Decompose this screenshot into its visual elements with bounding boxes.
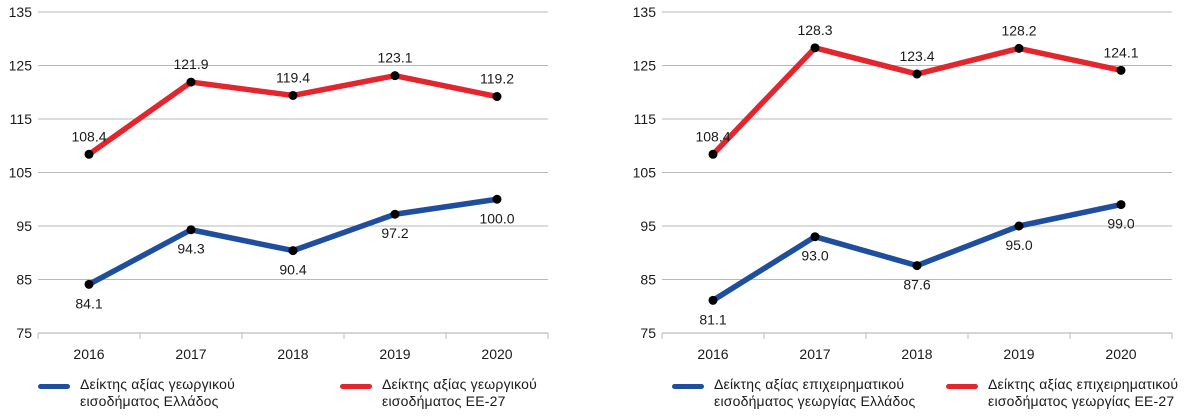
data-point	[84, 149, 94, 159]
x-tick-label: 2016	[697, 346, 728, 360]
legend-label: Δείκτης αξίας γεωργικού εισοδήματος Ελλά…	[80, 376, 235, 410]
legend-swatch-eu27	[340, 384, 372, 389]
x-tick-label: 2019	[379, 346, 410, 360]
data-point	[390, 209, 400, 219]
data-point	[1116, 65, 1126, 75]
legend-line: εισοδήματος Ελλάδος	[80, 393, 219, 409]
y-tick-label: 125	[633, 58, 657, 74]
legend-label: Δείκτης αξίας επιχειρηματικού εισοδήματο…	[714, 376, 915, 410]
data-label: 108.4	[71, 128, 106, 144]
legend-label: Δείκτης αξίας γεωργικού εισοδήματος ΕΕ-2…	[382, 376, 537, 410]
y-tick-label: 125	[9, 58, 33, 74]
data-label: 108.4	[695, 128, 730, 144]
data-label: 95.0	[1005, 237, 1032, 253]
data-label: 97.2	[381, 225, 408, 241]
data-label: 123.4	[899, 48, 934, 64]
y-tick-label: 135	[9, 4, 33, 20]
y-tick-label: 115	[10, 111, 33, 127]
data-point	[492, 194, 502, 204]
legend-line: εισοδήματος γεωργίας ΕΕ-27	[988, 393, 1175, 409]
legend-line: εισοδήματος γεωργίας Ελλάδος	[714, 393, 916, 409]
data-point	[1014, 43, 1024, 53]
data-label: 90.4	[279, 262, 306, 278]
data-label: 94.3	[177, 241, 204, 257]
data-point	[708, 149, 718, 159]
data-point	[810, 232, 820, 242]
data-label: 100.0	[479, 210, 514, 226]
y-tick-label: 105	[9, 165, 33, 181]
legend-item-eu27-agricultural: Δείκτης αξίας γεωργικού εισοδήματος ΕΕ-2…	[340, 376, 537, 410]
y-tick-label: 85	[640, 272, 656, 288]
data-point	[288, 246, 298, 256]
legend-line: Δείκτης αξίας επιχειρηματικού	[714, 376, 905, 392]
legend-label: Δείκτης αξίας επιχειρηματικού εισοδήματο…	[988, 376, 1178, 410]
legend-line: Δείκτης αξίας γεωργικού	[382, 376, 537, 392]
y-tick-label: 75	[640, 325, 656, 341]
data-point	[708, 295, 718, 305]
legend-line: Δείκτης αξίας επιχειρηματικού	[988, 376, 1179, 392]
data-label: 124.1	[1103, 44, 1138, 60]
data-label: 87.6	[903, 277, 930, 293]
data-label: 93.0	[801, 248, 828, 264]
x-tick-label: 2018	[901, 346, 932, 360]
legend-item-greece-entrepreneurial: Δείκτης αξίας επιχειρηματικού εισοδήματο…	[672, 376, 915, 410]
data-point	[1116, 200, 1126, 210]
data-point	[810, 43, 820, 53]
x-tick-label: 2020	[481, 346, 512, 360]
legend-item-eu27-entrepreneurial: Δείκτης αξίας επιχειρηματικού εισοδήματο…	[946, 376, 1178, 410]
x-tick-label: 2017	[175, 346, 206, 360]
data-point	[912, 69, 922, 79]
data-point	[288, 90, 298, 100]
legend-line: εισοδήματος ΕΕ-27	[382, 393, 506, 409]
x-tick-label: 2019	[1003, 346, 1034, 360]
x-tick-label: 2018	[277, 346, 308, 360]
legend-line: Δείκτης αξίας γεωργικού	[80, 376, 235, 392]
y-tick-label: 95	[640, 218, 656, 234]
series-line-eu27	[86, 72, 500, 158]
y-tick-label: 75	[16, 325, 32, 341]
y-tick-label: 105	[633, 165, 657, 181]
data-point	[912, 261, 922, 271]
data-label: 84.1	[75, 295, 102, 311]
data-point	[84, 279, 94, 289]
legend-swatch-eu27	[946, 384, 978, 389]
data-label: 119.4	[276, 69, 310, 85]
x-tick-label: 2020	[1105, 346, 1136, 360]
data-point	[186, 225, 196, 235]
data-point	[186, 77, 196, 87]
y-tick-label: 85	[16, 272, 32, 288]
y-tick-label: 95	[16, 218, 32, 234]
data-point	[390, 71, 400, 81]
data-point	[492, 92, 502, 102]
legend-swatch-greece	[672, 384, 704, 389]
data-label: 128.3	[797, 22, 832, 38]
data-label: 99.0	[1107, 216, 1134, 232]
data-label: 121.9	[173, 56, 208, 72]
x-tick-label: 2017	[799, 346, 830, 360]
x-tick-label: 2016	[73, 346, 104, 360]
legend-swatch-greece	[38, 384, 70, 389]
data-label: 128.2	[1001, 22, 1036, 38]
data-label: 123.1	[377, 50, 412, 66]
y-tick-label: 115	[634, 111, 657, 127]
data-label: 81.1	[699, 311, 726, 327]
y-tick-label: 135	[633, 4, 657, 20]
legend-item-greece-agricultural: Δείκτης αξίας γεωργικού εισοδήματος Ελλά…	[38, 376, 235, 410]
data-point	[1014, 221, 1024, 231]
chart-agricultural-income: 75 85 95 105 115 125 135 2016 2017 2018 2019 2020 84…	[9, 4, 549, 360]
data-label: 119.2	[480, 71, 514, 87]
chart-entrepreneurial-income: 75 85 95 105 115 125 135 2016 2017 2018 2019 2020 81…	[633, 4, 1173, 360]
